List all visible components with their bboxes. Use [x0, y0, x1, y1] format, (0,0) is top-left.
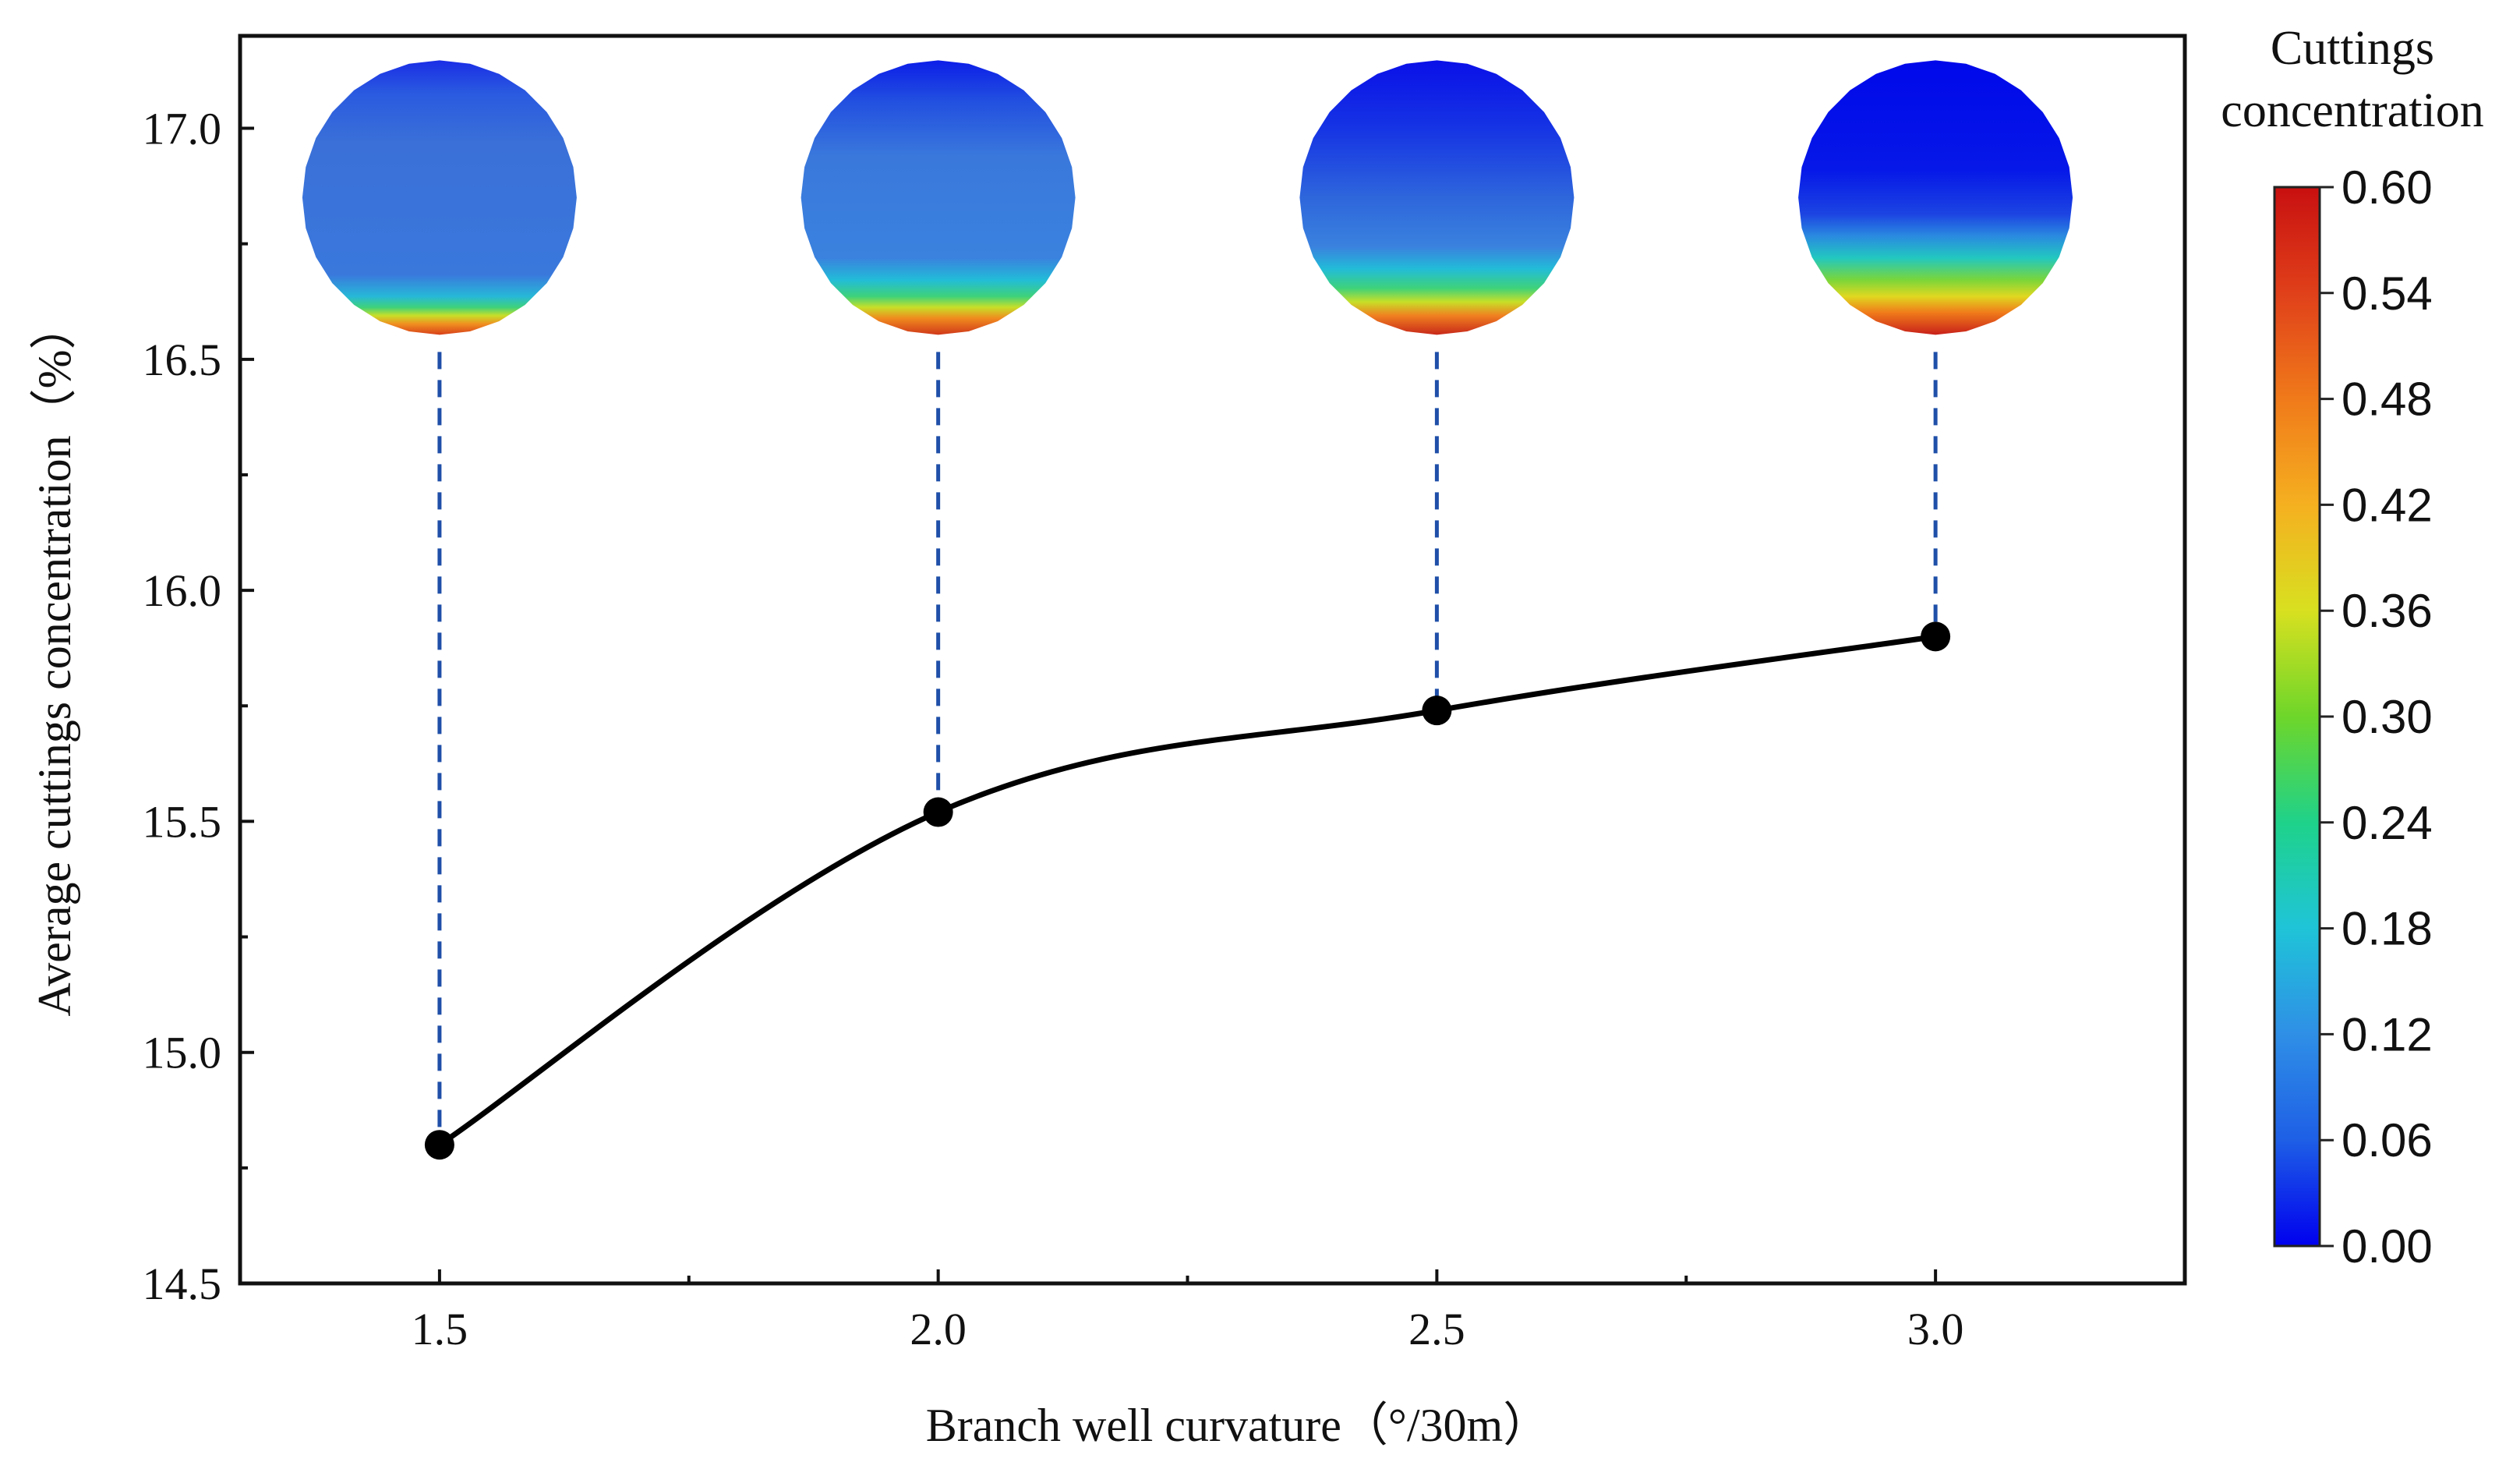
- colorbar-tick-label: 0.18: [2342, 903, 2433, 955]
- cross-section-insets: [302, 60, 2073, 1145]
- cross-section-inset: [801, 60, 1076, 335]
- plot-frame: [238, 34, 2187, 1286]
- y-tick-label: 15.5: [143, 796, 222, 847]
- data-point: [1422, 696, 1452, 726]
- data-points: [424, 621, 1951, 1160]
- colorbar-title-line1: Cuttings: [2271, 22, 2434, 75]
- colorbar-tick-label: 0.24: [2342, 797, 2433, 849]
- colorbar-tick-label: 0.12: [2342, 1008, 2433, 1060]
- colorbar-tick-label: 0.48: [2342, 373, 2433, 426]
- x-axis-title: Branch well curvature（°/30m）: [926, 1400, 1550, 1451]
- data-point: [923, 797, 953, 827]
- y-axis-title: Average cuttings concentration（%）: [29, 303, 80, 1016]
- x-tick-label: 2.0: [910, 1304, 967, 1354]
- colorbar-tick-label: 0.00: [2342, 1220, 2433, 1273]
- y-tick-label: 16.0: [143, 565, 222, 616]
- cross-section-inset: [1798, 60, 2073, 335]
- data-point: [1921, 621, 1951, 652]
- y-tick-label: 14.5: [143, 1258, 222, 1309]
- colorbar-tick-label: 0.60: [2342, 161, 2433, 214]
- colorbar-tick-label: 0.54: [2342, 267, 2433, 320]
- x-tick-label: 2.5: [1408, 1304, 1465, 1354]
- colorbar-tick-label: 0.42: [2342, 479, 2433, 531]
- colorbar-tick-label: 0.30: [2342, 691, 2433, 743]
- colorbar: [2273, 186, 2321, 1248]
- y-tick-label: 17.0: [143, 104, 222, 154]
- x-tick-label: 3.0: [1907, 1304, 1964, 1354]
- x-tick-label: 1.5: [412, 1304, 468, 1354]
- colorbar-title-line2: concentration: [2221, 84, 2483, 137]
- series-line: [436, 633, 1939, 1148]
- cross-section-inset: [1299, 60, 1575, 335]
- colorbar-tick-label: 0.36: [2342, 585, 2433, 637]
- y-tick-label: 16.5: [143, 335, 222, 385]
- cross-section-inset: [302, 60, 577, 335]
- y-tick-label: 15.0: [143, 1028, 222, 1078]
- x-axis-ticks: 1.5 2.0 2.5 3.0: [412, 1269, 1964, 1354]
- colorbar-ticks: 0.00 0.06 0.12 0.18 0.24 0.30 0.36 0.42 0.48 0.54…: [2320, 161, 2433, 1273]
- y-axis-ticks: 14.5 15.0 15.5 16.0 16.5 17.0: [143, 104, 254, 1309]
- data-point: [424, 1130, 454, 1160]
- colorbar-tick-label: 0.06: [2342, 1114, 2433, 1166]
